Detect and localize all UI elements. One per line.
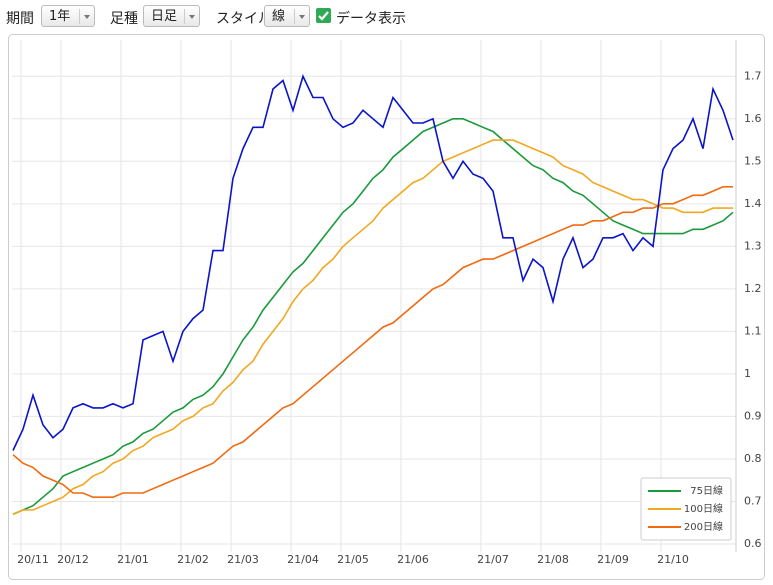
chart: 0.6 0.7 0.8 0.9 1 1.1 1.2 1.3 1.4 1.5 1.6 1.7 20/11 2… [8, 34, 765, 580]
y-tick-label: 0.8 [744, 452, 762, 465]
y-tick-label: 0.6 [744, 537, 762, 550]
x-tick-label: 21/10 [657, 553, 689, 566]
bar-value: 日足 [151, 9, 178, 24]
y-tick-label: 1 [744, 367, 751, 380]
period-label: 期間 [6, 11, 34, 27]
series-line [12, 74, 734, 451]
x-tick-label: 21/04 [287, 553, 319, 566]
x-tick-label: 21/09 [597, 553, 629, 566]
y-tick-label: 0.9 [744, 409, 762, 422]
x-tick-label: 21/07 [477, 553, 509, 566]
style-label: スタイル [216, 11, 272, 27]
y-tick-label: 1.3 [744, 239, 762, 252]
x-tick-label: 20/11 [17, 553, 49, 566]
x-tick-label: 21/03 [227, 553, 259, 566]
style-dropdown[interactable]: 線 [264, 5, 310, 27]
series-line [12, 186, 733, 498]
legend-label: 75日線 [690, 484, 723, 497]
y-tick-label: 1.4 [744, 197, 762, 210]
style-value: 線 [272, 9, 286, 24]
x-tick-label: 21/02 [177, 553, 209, 566]
y-tick-label: 1.2 [744, 282, 762, 295]
legend-label: 200日線 [684, 520, 723, 533]
y-tick-label: 1.7 [744, 69, 762, 82]
x-tick-label: 21/01 [117, 553, 149, 566]
x-tick-label: 20/12 [57, 553, 89, 566]
y-tick-label: 1.5 [744, 154, 762, 167]
y-tick-label: 1.6 [744, 112, 762, 125]
data-toggle-label: データ表示 [336, 11, 406, 27]
data-checkbox[interactable] [316, 8, 331, 23]
check-icon [318, 11, 329, 21]
x-tick-label: 21/06 [397, 553, 429, 566]
series-line [12, 139, 733, 515]
x-tick-label: 21/08 [537, 553, 569, 566]
series-line [12, 118, 734, 515]
period-dropdown[interactable]: 1年 [41, 5, 95, 27]
toolbar: 期間 1年 足種 日足 スタイル 線 データ表示 [0, 0, 773, 34]
bar-dropdown[interactable]: 日足 [143, 5, 200, 27]
legend-label: 100日線 [684, 502, 723, 515]
x-tick-label: 21/05 [337, 553, 369, 566]
legend-box [640, 477, 732, 541]
y-tick-label: 1.1 [744, 324, 762, 337]
bar-label: 足種 [110, 11, 138, 27]
y-tick-label: 0.7 [744, 494, 762, 507]
period-value: 1年 [49, 9, 71, 24]
